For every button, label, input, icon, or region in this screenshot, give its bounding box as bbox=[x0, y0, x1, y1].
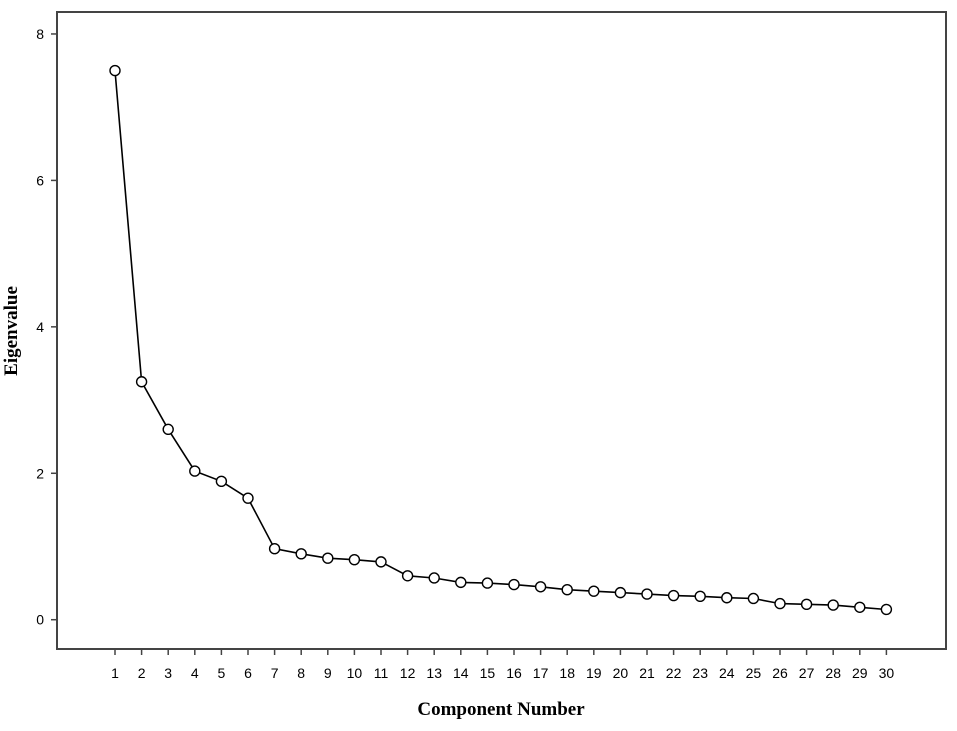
x-tick-label: 20 bbox=[613, 665, 629, 681]
x-tick-label: 1 bbox=[111, 665, 119, 681]
x-tick-label: 5 bbox=[218, 665, 226, 681]
data-point bbox=[694, 590, 706, 602]
x-tick-label: 17 bbox=[533, 665, 549, 681]
data-point bbox=[641, 588, 653, 600]
data-point bbox=[375, 556, 387, 568]
data-point bbox=[508, 578, 520, 591]
data-point bbox=[348, 553, 361, 566]
y-tick-label: 0 bbox=[36, 612, 44, 628]
data-point bbox=[295, 548, 307, 560]
y-axis: 0 2 4 6 8 bbox=[36, 26, 57, 628]
x-tick-label: 19 bbox=[586, 665, 602, 681]
x-tick-label: 23 bbox=[692, 665, 708, 681]
data-point bbox=[747, 592, 760, 605]
data-point bbox=[774, 597, 786, 610]
eigenvalue-series bbox=[109, 64, 893, 616]
data-point bbox=[268, 542, 281, 555]
data-point bbox=[534, 581, 547, 593]
data-point bbox=[109, 64, 121, 77]
x-tick-label: 16 bbox=[506, 665, 522, 681]
data-point bbox=[215, 475, 228, 488]
plot-frame bbox=[56, 11, 947, 650]
x-tick-label: 3 bbox=[164, 665, 172, 681]
x-tick-label: 14 bbox=[453, 665, 469, 681]
data-point bbox=[162, 423, 174, 436]
x-tick-label: 7 bbox=[271, 665, 279, 681]
data-point bbox=[242, 492, 254, 504]
x-tick-label: 13 bbox=[426, 665, 442, 681]
x-tick-label: 22 bbox=[666, 665, 682, 681]
x-tick-label: 25 bbox=[746, 665, 762, 681]
x-tick-label: 4 bbox=[191, 665, 199, 681]
x-tick-label: 9 bbox=[324, 665, 332, 681]
data-point bbox=[481, 577, 494, 589]
x-tick-label: 12 bbox=[400, 665, 416, 681]
x-tick-label: 2 bbox=[138, 665, 146, 681]
x-tick-label: 30 bbox=[879, 665, 895, 681]
x-tick-label: 10 bbox=[347, 665, 363, 681]
data-point bbox=[322, 552, 334, 564]
series-line bbox=[114, 70, 887, 611]
x-axis: 1 2 3 4 5 6 7 8 9 10 11 12 13 14 15 16 17 18 19 20 21 22 23 24 2… bbox=[111, 649, 894, 681]
data-point bbox=[800, 598, 813, 611]
x-axis-title: Component Number bbox=[417, 699, 585, 720]
x-tick-label: 8 bbox=[297, 665, 305, 681]
y-tick-label: 6 bbox=[36, 172, 44, 188]
data-point bbox=[588, 585, 600, 597]
data-point bbox=[667, 589, 680, 602]
data-point bbox=[401, 570, 414, 582]
data-point bbox=[614, 586, 627, 599]
data-point bbox=[135, 376, 148, 388]
y-tick-label: 2 bbox=[36, 465, 44, 481]
data-point bbox=[854, 601, 866, 613]
y-tick-label: 4 bbox=[36, 319, 44, 335]
y-axis-title: Eigenvalue bbox=[1, 286, 22, 376]
data-point bbox=[827, 599, 839, 611]
x-tick-label: 11 bbox=[374, 665, 389, 681]
x-tick-label: 15 bbox=[480, 665, 496, 681]
y-tick-label: 8 bbox=[36, 26, 44, 42]
x-tick-label: 26 bbox=[772, 665, 788, 681]
x-tick-label: 24 bbox=[719, 665, 735, 681]
x-tick-label: 18 bbox=[559, 665, 575, 681]
x-tick-label: 21 bbox=[639, 665, 655, 681]
data-point bbox=[721, 592, 733, 604]
data-point bbox=[455, 576, 467, 589]
data-point bbox=[189, 465, 201, 477]
x-tick-label: 6 bbox=[244, 665, 252, 681]
x-tick-label: 27 bbox=[799, 665, 815, 681]
data-point bbox=[880, 603, 893, 616]
x-tick-label: 29 bbox=[852, 665, 868, 681]
data-point bbox=[561, 583, 573, 596]
x-tick-label: 28 bbox=[825, 665, 841, 681]
data-point bbox=[428, 572, 440, 584]
